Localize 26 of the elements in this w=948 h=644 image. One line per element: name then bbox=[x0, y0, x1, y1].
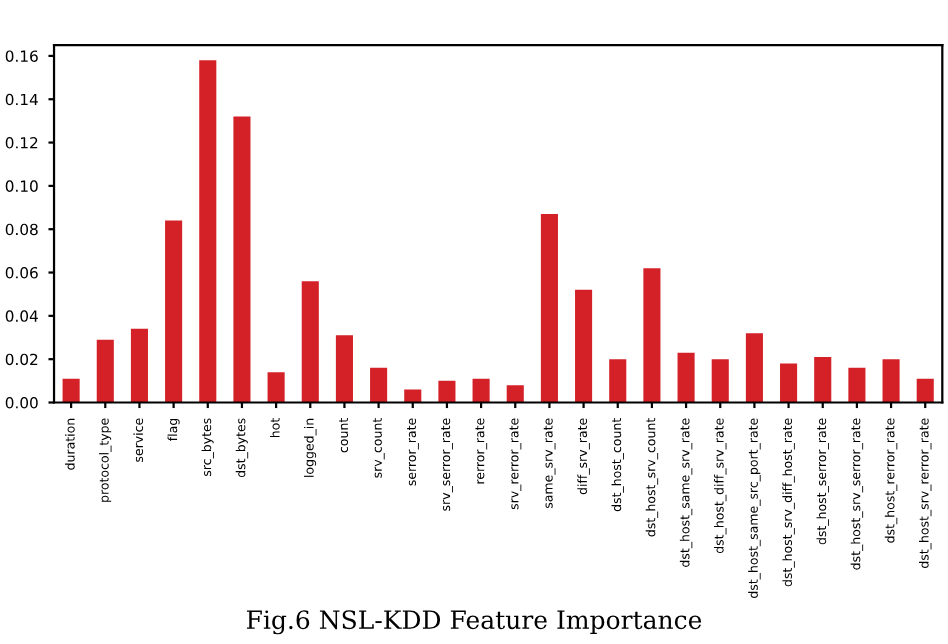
bar bbox=[848, 367, 866, 403]
bar bbox=[96, 339, 114, 403]
bar bbox=[165, 220, 183, 403]
bar bbox=[540, 214, 558, 403]
bar bbox=[882, 359, 900, 403]
bar bbox=[199, 60, 217, 403]
bar bbox=[335, 335, 353, 403]
bar bbox=[609, 359, 627, 403]
bar bbox=[233, 116, 251, 403]
bar bbox=[711, 359, 729, 403]
bar bbox=[370, 367, 388, 403]
bar bbox=[472, 378, 490, 403]
bar bbox=[814, 357, 832, 403]
bar bbox=[301, 281, 319, 403]
bar bbox=[506, 385, 524, 403]
bar bbox=[130, 328, 148, 403]
bar bbox=[745, 333, 763, 403]
caption: Fig.6 NSL-KDD Feature Importance bbox=[246, 610, 702, 635]
bar bbox=[780, 363, 798, 403]
bar bbox=[62, 378, 80, 403]
bar bbox=[267, 372, 285, 403]
bar bbox=[575, 289, 593, 403]
bar bbox=[643, 268, 661, 403]
bar bbox=[438, 380, 456, 403]
bar bbox=[916, 378, 934, 403]
bar bbox=[677, 352, 695, 403]
